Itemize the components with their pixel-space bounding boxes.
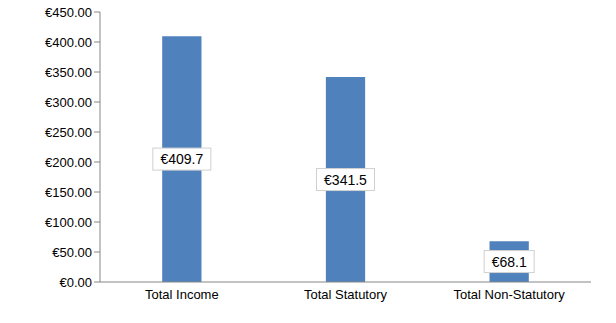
- svg-text:€100.00: €100.00: [45, 215, 92, 230]
- svg-text:€409.7: €409.7: [160, 151, 203, 167]
- svg-text:€200.00: €200.00: [45, 155, 92, 170]
- svg-text:€350.00: €350.00: [45, 65, 92, 80]
- svg-text:€300.00: €300.00: [45, 95, 92, 110]
- svg-text:€250.00: €250.00: [45, 125, 92, 140]
- svg-text:Total Non-Statutory: Total Non-Statutory: [454, 287, 566, 302]
- svg-text:€400.00: €400.00: [45, 35, 92, 50]
- svg-text:€0.00: €0.00: [59, 275, 92, 290]
- svg-text:€50.00: €50.00: [52, 245, 92, 260]
- svg-text:Total Income: Total Income: [145, 287, 219, 302]
- svg-text:€450.00: €450.00: [45, 5, 92, 20]
- svg-text:€341.5: €341.5: [324, 172, 367, 188]
- svg-text:Total Statutory: Total Statutory: [304, 287, 388, 302]
- svg-text:€150.00: €150.00: [45, 185, 92, 200]
- svg-text:€68.1: €68.1: [492, 254, 527, 270]
